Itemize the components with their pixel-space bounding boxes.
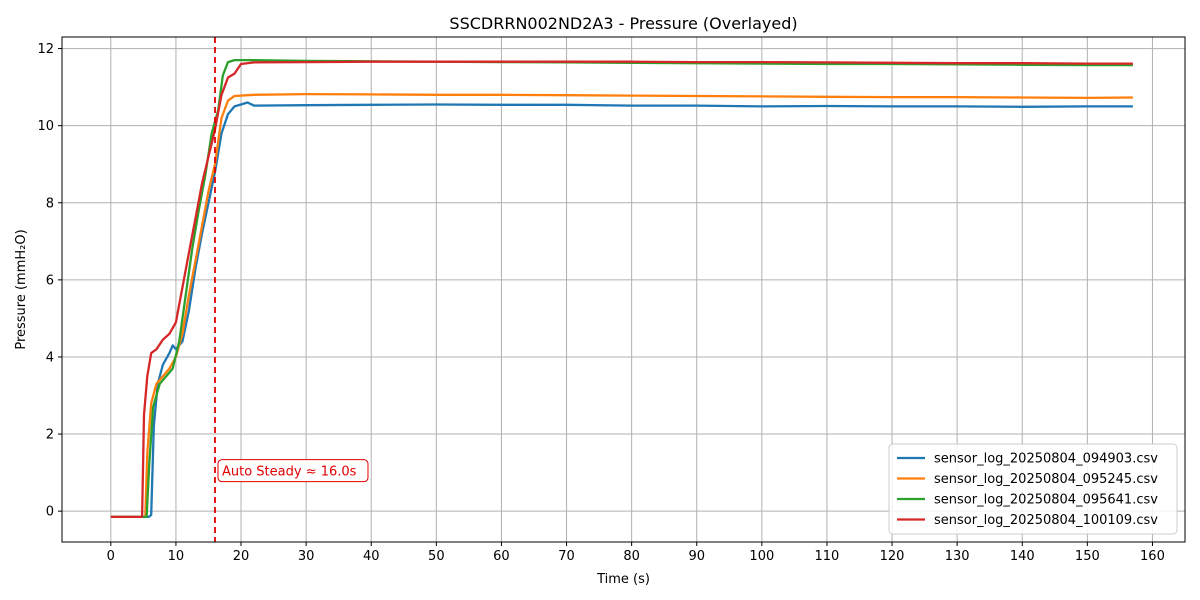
x-tick-label: 70 — [558, 549, 575, 564]
chart-title: SSCDRRN002ND2A3 - Pressure (Overlayed) — [449, 14, 797, 33]
axis-ticks: 0 10 20 30 40 50 60 70 80 90 100 110 120 130 140 150 160… — [37, 42, 1164, 564]
x-tick-label: 90 — [688, 549, 705, 564]
legend-entry: sensor_log_20250804_095641.csv — [934, 493, 1158, 508]
plot-frame — [61, 36, 1186, 543]
series-line-3 — [110, 58, 1133, 519]
x-tick-label: 10 — [168, 549, 185, 564]
x-tick-label: 0 — [107, 549, 115, 564]
x-axis-label: Time (s) — [596, 572, 650, 587]
annotation-box — [217, 459, 369, 483]
series-line-4 — [110, 60, 1133, 519]
steady-annotation: Auto Steady ≈ 16.0s — [214, 37, 369, 542]
x-tick-label: 50 — [428, 549, 445, 564]
legend-entry: sensor_log_20250804_100109.csv — [934, 513, 1158, 528]
y-tick-label: 4 — [46, 350, 54, 365]
series-line-1 — [110, 101, 1133, 519]
legend-box — [888, 443, 1178, 535]
x-tick-label: 120 — [880, 549, 905, 564]
x-tick-label: 60 — [493, 549, 510, 564]
legend-entry: sensor_log_20250804_095245.csv — [934, 472, 1158, 487]
legend: sensor_log_20250804_094903.csv sensor_log… — [888, 443, 1178, 535]
x-tick-label: 110 — [815, 549, 840, 564]
y-tick-label: 12 — [37, 42, 54, 57]
x-tick-label: 100 — [749, 549, 774, 564]
annotation-label: Auto Steady ≈ 16.0s — [222, 465, 357, 480]
y-tick-label: 10 — [37, 119, 54, 134]
y-tick-label: 2 — [46, 428, 54, 443]
x-tick-label: 150 — [1075, 549, 1100, 564]
series-lines — [110, 58, 1133, 519]
x-tick-label: 140 — [1010, 549, 1035, 564]
x-tick-label: 130 — [945, 549, 970, 564]
y-tick-label: 0 — [46, 505, 54, 520]
x-tick-label: 30 — [298, 549, 315, 564]
y-axis-label: Pressure (mmH₂O) — [14, 229, 29, 349]
x-tick-label: 80 — [623, 549, 640, 564]
x-tick-label: 20 — [233, 549, 250, 564]
x-tick-label: 160 — [1140, 549, 1165, 564]
y-tick-label: 8 — [46, 196, 54, 211]
series-line-2 — [110, 92, 1133, 519]
x-tick-label: 40 — [363, 549, 380, 564]
legend-entry: sensor_log_20250804_094903.csv — [934, 452, 1158, 467]
y-tick-label: 6 — [46, 273, 54, 288]
